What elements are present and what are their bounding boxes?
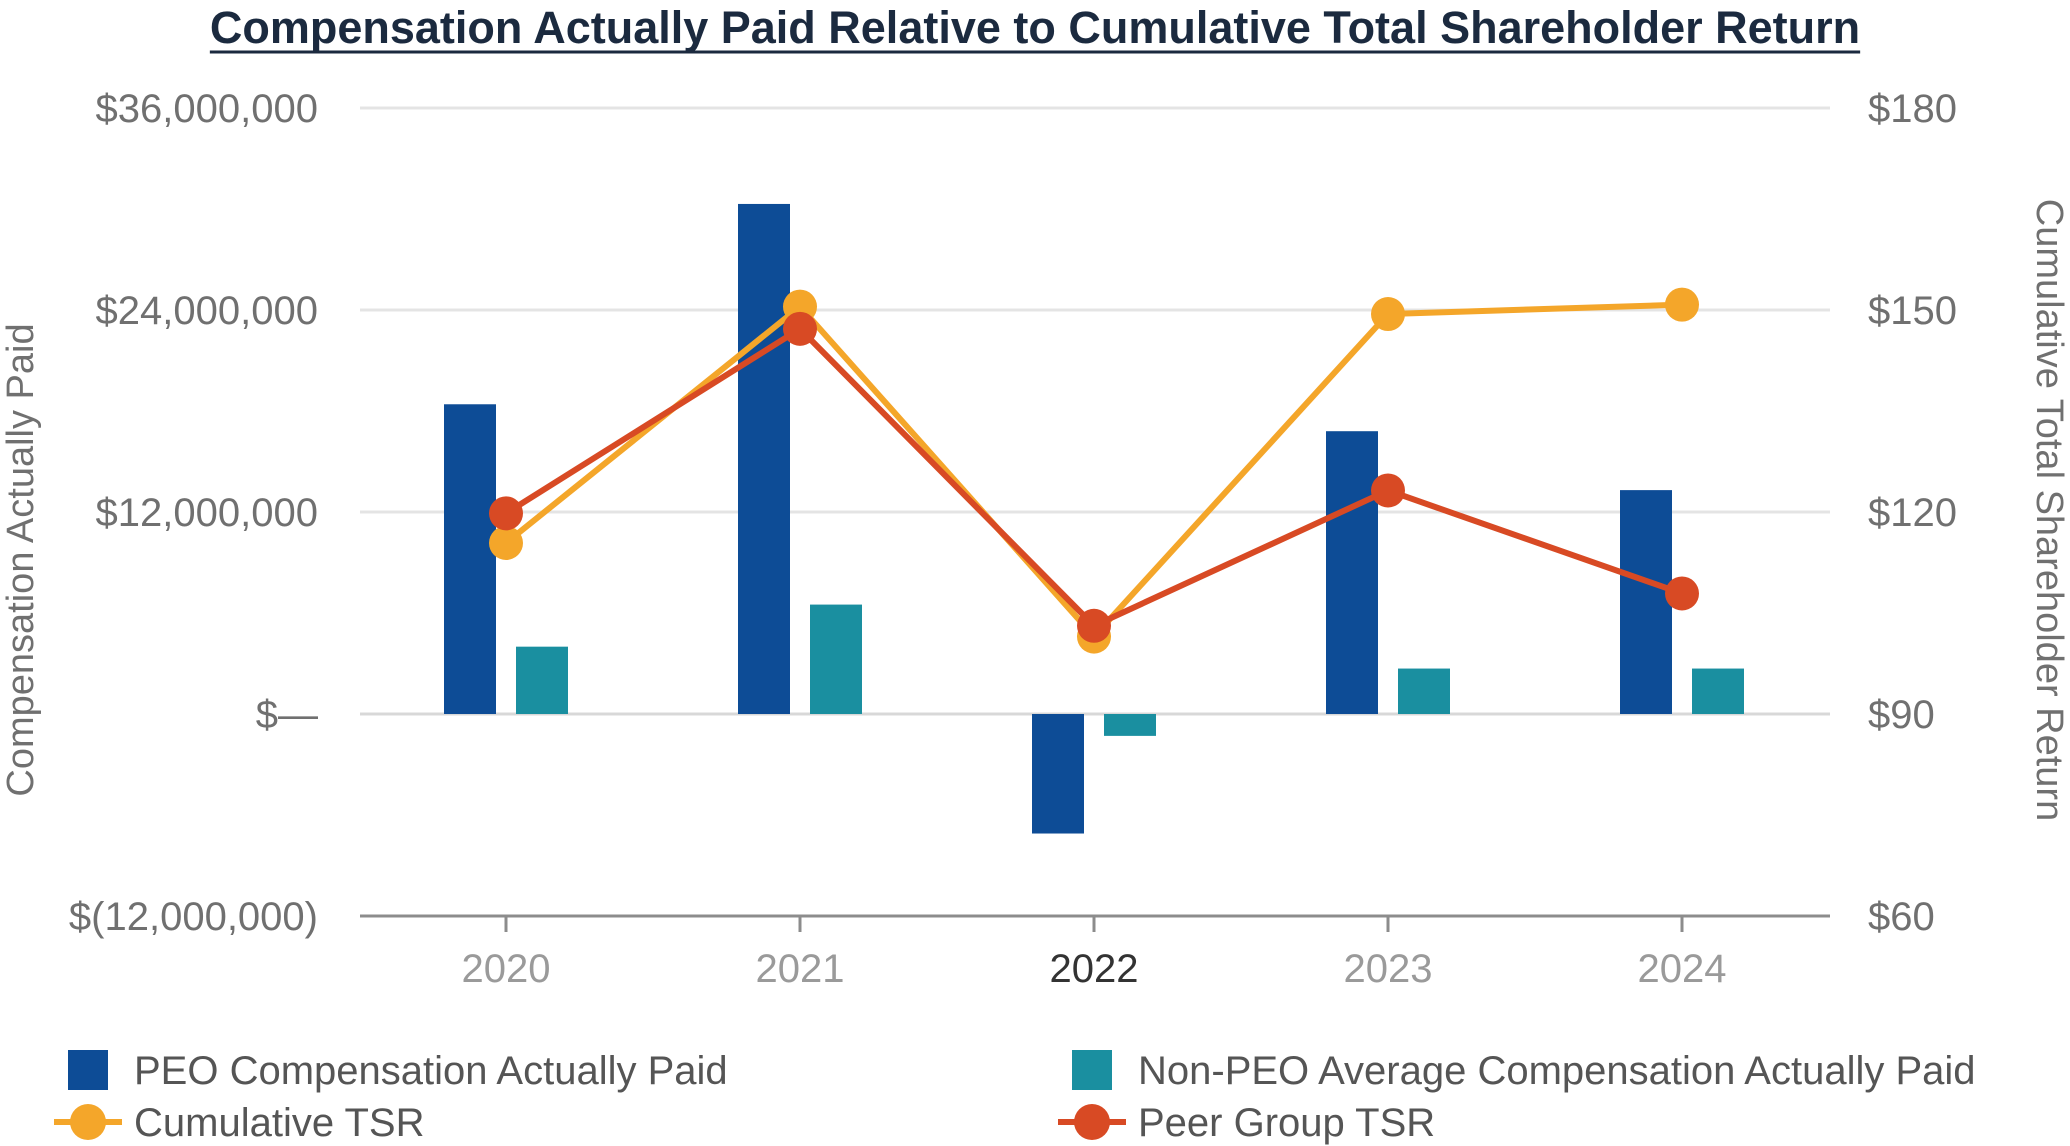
legend-label-peer-group-tsr: Peer Group TSR <box>1138 1101 1435 1145</box>
y-left-tick-label: $36,000,000 <box>96 87 318 131</box>
bar-peo-compensation-actually-paid-2021 <box>738 203 790 714</box>
bars <box>444 203 1744 834</box>
x-tick-label: 2022 <box>1050 947 1139 991</box>
legend-swatch-non-peo-average-compensation-actually-paid <box>1072 1050 1112 1090</box>
gridlines <box>360 106 1830 918</box>
x-tick-label: 2024 <box>1638 947 1727 991</box>
bar-peo-compensation-actually-paid-2022 <box>1032 714 1084 834</box>
point-peer-group-tsr-2021 <box>783 311 817 346</box>
bar-non-peo-average-compensation-actually-paid-2021 <box>810 604 862 714</box>
point-peer-group-tsr-2022 <box>1077 608 1111 643</box>
axes: $(12,000,000) $— $12,000,000 $24,000,000 $36… <box>69 87 1957 991</box>
y-right-tick-label: $90 <box>1868 693 1935 737</box>
y-axis-left-title-group: Compensation Actually Paid <box>0 323 42 796</box>
y-right-tick-label: $180 <box>1868 87 1957 131</box>
bar-non-peo-average-compensation-actually-paid-2023 <box>1398 668 1450 714</box>
y-axis-right-title-group: Cumulative Total Shareholder Return <box>2028 199 2070 821</box>
x-tick-label: 2023 <box>1344 947 1433 991</box>
y-right-tick-label: $150 <box>1868 289 1957 333</box>
y-left-tick-label: $(12,000,000) <box>69 895 318 939</box>
bar-non-peo-average-compensation-actually-paid-2024 <box>1692 668 1744 714</box>
y-axis-left-title: Compensation Actually Paid <box>0 323 42 796</box>
y-right-tick-label: $120 <box>1868 491 1957 535</box>
point-cumulative-tsr-2020 <box>489 525 523 560</box>
x-tick-label: 2020 <box>462 947 551 991</box>
bar-peo-compensation-actually-paid-2024 <box>1620 490 1672 714</box>
legend-label-non-peo-average-compensation-actually-paid: Non-PEO Average Compensation Actually Pa… <box>1138 1049 1976 1093</box>
chart-title: Compensation Actually Paid Relative to C… <box>210 2 1860 53</box>
legend-swatch-peo-compensation-actually-paid <box>68 1050 108 1090</box>
y-left-tick-label: $12,000,000 <box>96 491 318 535</box>
point-cumulative-tsr-2023 <box>1371 297 1405 332</box>
line-cumulative-tsr <box>504 301 1683 640</box>
legend-marker-cumulative-tsr <box>70 1104 106 1140</box>
bar-non-peo-average-compensation-actually-paid-2020 <box>516 646 568 714</box>
y-right-tick-label: $60 <box>1868 895 1935 939</box>
x-tick-label: 2021 <box>756 947 845 991</box>
legend: PEO Compensation Actually Paid Non-PEO Av… <box>54 1049 1976 1145</box>
y-left-tick-label: $— <box>256 693 318 737</box>
legend-label-cumulative-tsr: Cumulative TSR <box>134 1101 424 1145</box>
legend-label-peo-compensation-actually-paid: PEO Compensation Actually Paid <box>134 1049 728 1093</box>
y-axis-right-title: Cumulative Total Shareholder Return <box>2028 199 2070 821</box>
lines <box>489 287 1699 654</box>
point-peer-group-tsr-2024 <box>1665 576 1699 611</box>
point-peer-group-tsr-2020 <box>489 496 523 531</box>
bar-peo-compensation-actually-paid-2020 <box>444 404 496 714</box>
point-peer-group-tsr-2023 <box>1371 473 1405 508</box>
line-peer-group-tsr <box>504 325 1683 629</box>
bar-peo-compensation-actually-paid-2023 <box>1326 431 1378 714</box>
legend-marker-peer-group-tsr <box>1074 1104 1110 1140</box>
bar-non-peo-average-compensation-actually-paid-2022 <box>1104 714 1156 736</box>
point-cumulative-tsr-2024 <box>1665 287 1699 322</box>
y-left-tick-label: $24,000,000 <box>96 289 318 333</box>
